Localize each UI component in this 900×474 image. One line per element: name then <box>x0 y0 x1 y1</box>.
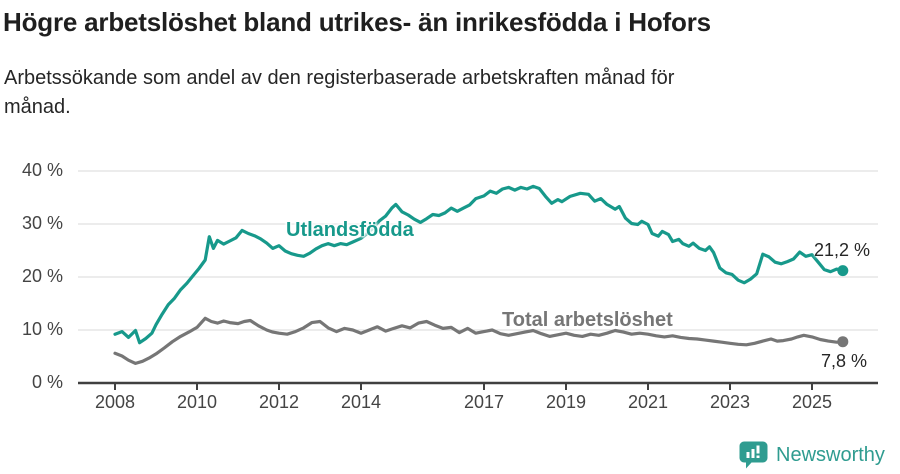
x-axis-label: 2010 <box>176 392 218 412</box>
x-axis-label: 2019 <box>545 392 587 412</box>
end-value-label-total: 7,8 % <box>821 351 868 371</box>
series-label-total-arbetsloshet: Total arbetslöshet <box>502 309 673 331</box>
newsworthy-logo-icon <box>739 441 768 469</box>
x-axis-label: 2014 <box>340 392 382 412</box>
chart-subtitle-line2: månad. <box>4 96 71 118</box>
x-axis-label: 2021 <box>627 392 669 412</box>
newsworthy-logo-text: Newsworthy <box>776 443 885 466</box>
x-axis-label: 2012 <box>258 392 300 412</box>
end-value-label-utlandsfodda: 21,2 % <box>814 240 871 260</box>
series-line-1 <box>113 316 845 365</box>
y-axis-label: 0 % <box>31 372 63 392</box>
x-axis-label: 2025 <box>791 392 833 412</box>
series-end-dot-1 <box>837 336 849 348</box>
x-axis-label: 2008 <box>94 392 136 412</box>
y-axis-label: 30 % <box>21 213 63 233</box>
chart-subtitle-line1: Arbetssökande som andel av den registerb… <box>4 67 675 89</box>
y-axis-label: 40 % <box>21 160 63 180</box>
newsworthy-logo: Newsworthy <box>739 441 885 469</box>
chart-subtitle: Arbetssökande som andel av den registerb… <box>4 64 844 122</box>
series-line-0 <box>113 184 845 345</box>
series-end-dot-0 <box>837 265 849 277</box>
x-axis-label: 2023 <box>709 392 751 412</box>
x-axis-label: 2017 <box>463 392 505 412</box>
page-title: Högre arbetslöshet bland utrikes- än inr… <box>3 7 711 37</box>
y-axis-label: 20 % <box>21 266 63 286</box>
series-label-utlandsfodda: Utlandsfödda <box>286 219 414 241</box>
y-axis-label: 10 % <box>21 319 63 339</box>
